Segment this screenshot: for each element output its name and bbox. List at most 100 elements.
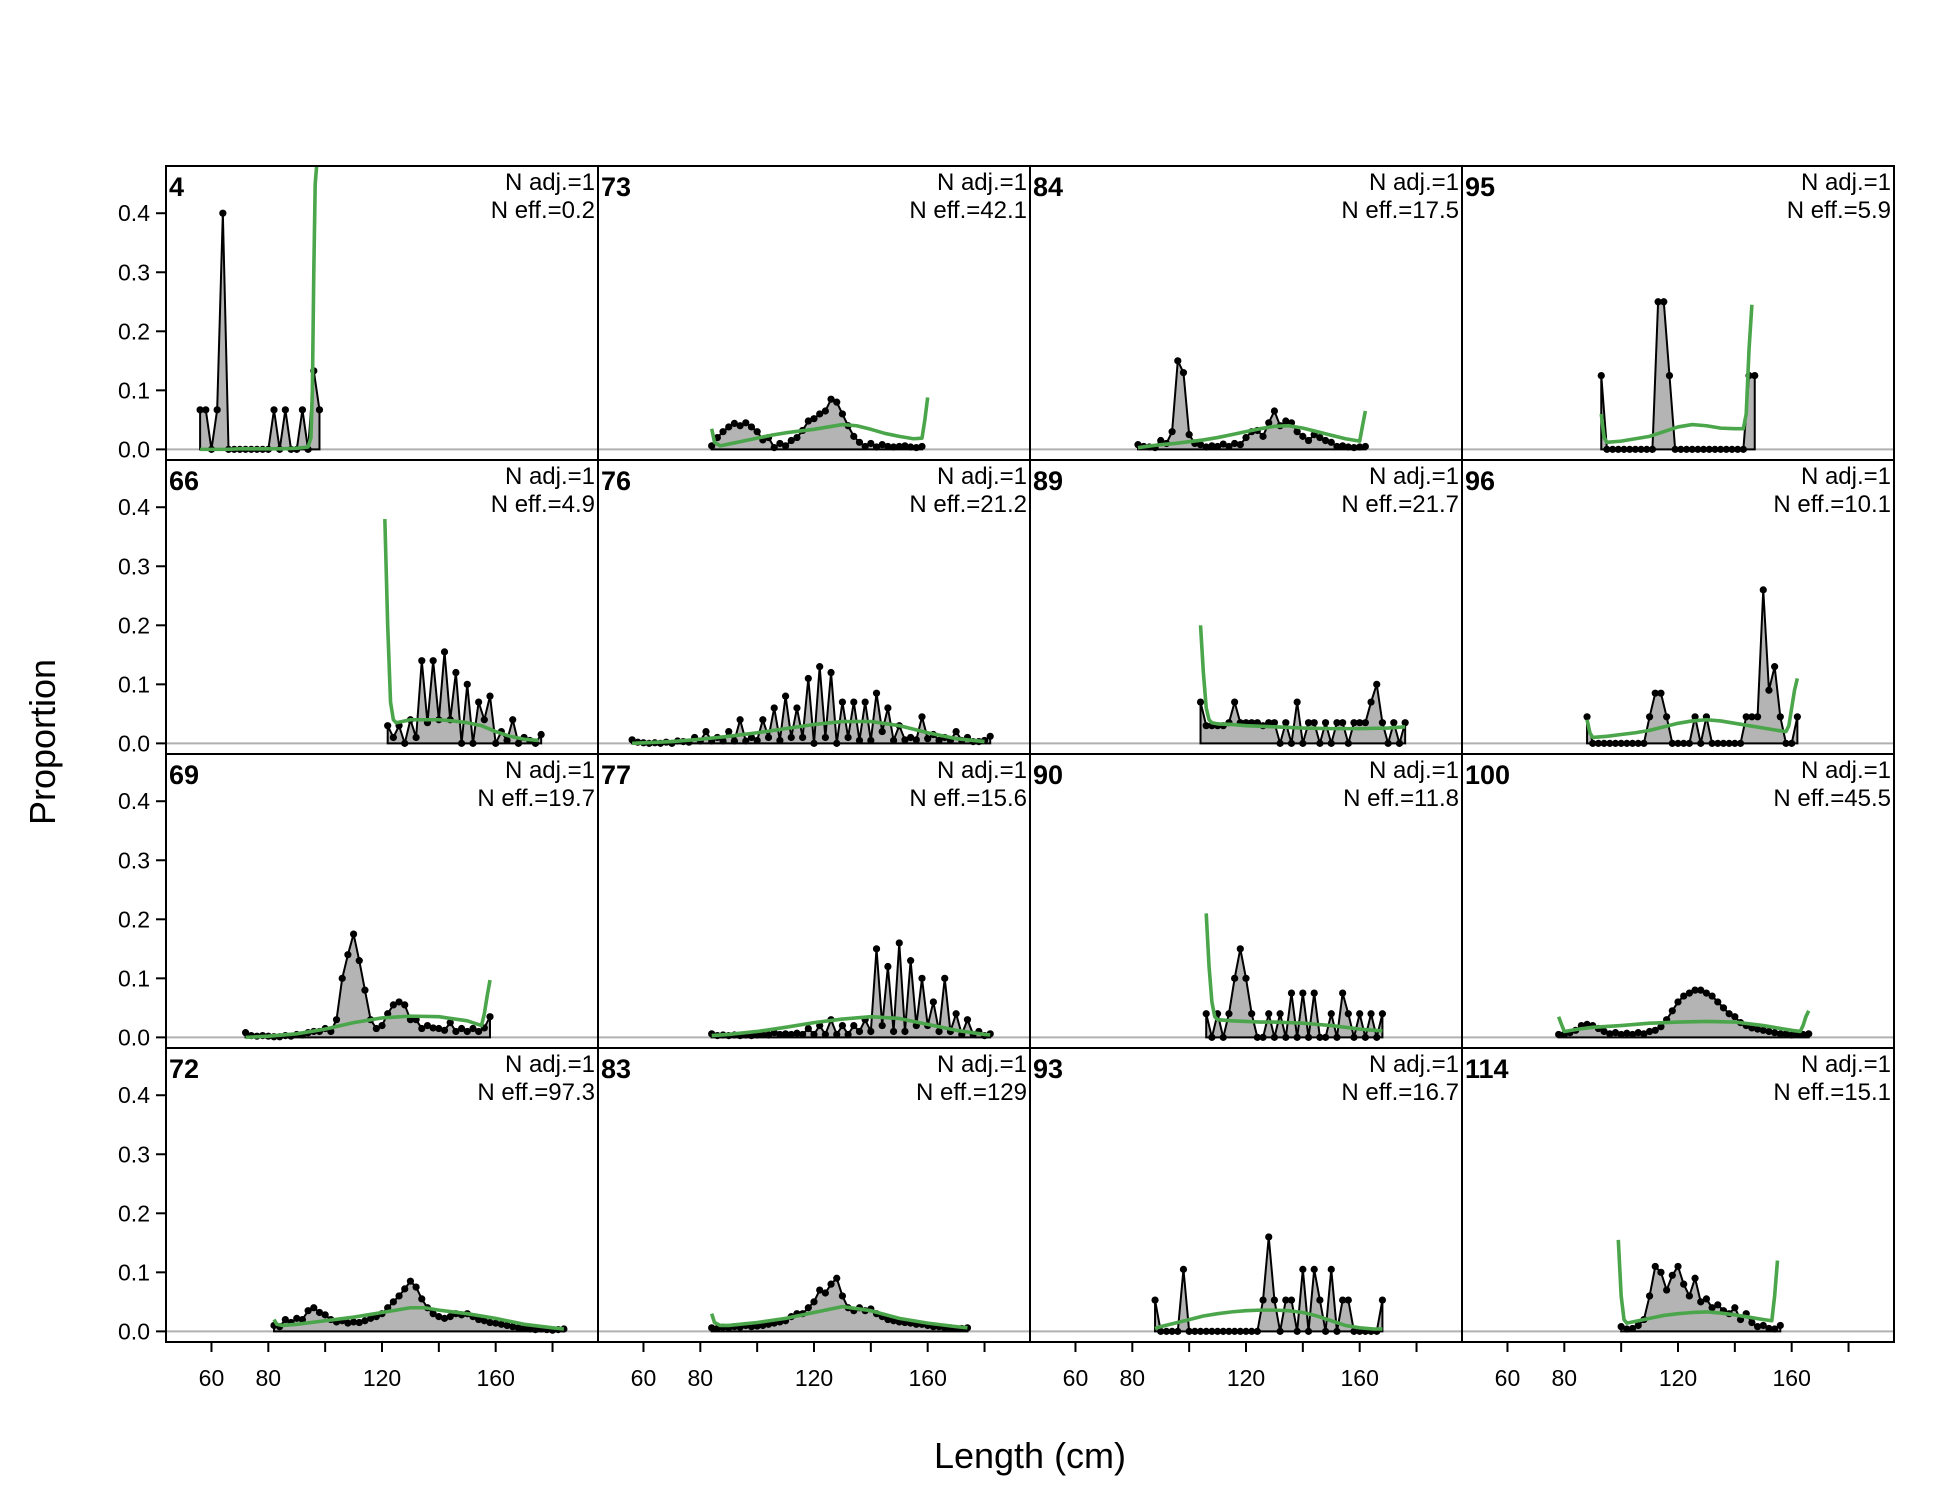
- observed-point: [1776, 713, 1784, 721]
- observed-point: [781, 442, 790, 450]
- observed-point: [1219, 1327, 1227, 1335]
- observed-point: [1219, 1033, 1227, 1041]
- observed-point: [1654, 298, 1662, 306]
- observed-point: [219, 209, 227, 217]
- observed-point: [1728, 445, 1736, 453]
- observed-point: [1344, 1296, 1352, 1304]
- observed-point: [1637, 445, 1645, 453]
- observed-point: [1356, 443, 1364, 451]
- observed-point: [1299, 1265, 1307, 1273]
- observed-point: [1742, 713, 1750, 721]
- observed-point: [1708, 739, 1716, 747]
- observed-point: [878, 1021, 886, 1030]
- observed-point: [435, 1024, 443, 1033]
- observed-point: [872, 689, 881, 697]
- observed-point: [509, 1323, 517, 1331]
- panel-plot-area: [1030, 913, 1462, 1041]
- observed-point: [1645, 1292, 1654, 1300]
- panel-89: 89 N adj.=1N eff.=21.7: [1029, 459, 1463, 755]
- observed-point: [867, 736, 875, 745]
- observed-point: [355, 957, 363, 965]
- x-tick-label: 60: [199, 1365, 225, 1391]
- observed-point: [759, 716, 767, 724]
- observed-point: [747, 733, 756, 742]
- observed-point: [1356, 719, 1364, 727]
- observed-point: [435, 1313, 443, 1321]
- observed-point: [1344, 443, 1352, 451]
- observed-point: [1202, 1010, 1210, 1018]
- observed-point: [401, 1285, 409, 1293]
- observed-point: [730, 419, 739, 427]
- observed-point: [1788, 739, 1796, 747]
- observed-point: [1225, 442, 1233, 451]
- observed-point: [241, 1029, 250, 1037]
- observed-point: [344, 951, 352, 959]
- n-adj-label: N adj.=1: [1801, 169, 1891, 196]
- observed-point: [1151, 1296, 1159, 1304]
- observed-point: [361, 986, 369, 994]
- panel-label: 73: [601, 172, 631, 202]
- observed-point: [1736, 739, 1745, 747]
- observed-point: [1242, 974, 1250, 982]
- y-tick-label: 0.2: [118, 318, 150, 344]
- observed-point: [1665, 371, 1674, 380]
- observed-point: [446, 1313, 454, 1321]
- observed-point: [1739, 445, 1747, 453]
- n-adj-label: N adj.=1: [937, 757, 1027, 784]
- observed-point: [1731, 1013, 1739, 1021]
- panel-label: 4: [169, 172, 184, 202]
- observed-point: [730, 737, 739, 745]
- observed-point: [1753, 1025, 1762, 1033]
- observed-point: [281, 1315, 289, 1324]
- observed-point: [1299, 739, 1307, 747]
- observed-point: [486, 1318, 494, 1327]
- observed-point: [878, 441, 886, 449]
- observed-point: [1685, 989, 1693, 997]
- observed-point: [1174, 1327, 1182, 1335]
- observed-point: [1304, 436, 1313, 445]
- observed-area: [1154, 1236, 1384, 1333]
- observed-point: [1339, 719, 1347, 727]
- observed-point: [344, 1319, 352, 1327]
- observed-point: [1691, 1274, 1699, 1282]
- observed-point: [1674, 998, 1682, 1006]
- observed-point: [1617, 1030, 1625, 1039]
- observed-point: [810, 1030, 818, 1039]
- observed-point: [1697, 739, 1705, 747]
- observed-point: [509, 716, 517, 724]
- observed-point: [1276, 1327, 1284, 1335]
- x-tick-label: 80: [256, 1365, 282, 1391]
- observed-point: [1202, 1327, 1210, 1335]
- observed-point: [270, 406, 278, 414]
- observed-point: [1299, 989, 1307, 997]
- observed-point: [1378, 1296, 1387, 1304]
- n-eff-label: N eff.=0.2: [491, 197, 595, 224]
- observed-point: [349, 1318, 358, 1326]
- observed-point: [1208, 442, 1216, 450]
- observed-point: [332, 1016, 341, 1024]
- observed-point: [827, 668, 835, 677]
- panel-plot-area: [1030, 625, 1462, 748]
- observed-point: [1270, 719, 1279, 727]
- observed-point: [929, 998, 937, 1006]
- observed-point: [804, 1304, 812, 1312]
- observed-point: [1196, 1327, 1205, 1335]
- panel-label: 114: [1465, 1054, 1509, 1084]
- y-tick-label: 0.3: [118, 847, 150, 873]
- observed-point: [418, 1295, 426, 1303]
- observed-point: [1350, 719, 1358, 727]
- observed-point: [776, 1030, 784, 1039]
- observed-point: [861, 698, 869, 706]
- observed-point: [1714, 739, 1722, 747]
- x-tick-label: 60: [1495, 1365, 1521, 1391]
- observed-point: [457, 1024, 466, 1033]
- panel-label: 96: [1465, 466, 1495, 496]
- n-eff-label: N eff.=19.7: [477, 785, 595, 812]
- observed-point: [1327, 1265, 1335, 1273]
- observed-point: [838, 410, 847, 418]
- observed-point: [1640, 739, 1648, 747]
- observed-point: [781, 692, 790, 700]
- observed-point: [1708, 992, 1716, 1000]
- panel-label: 83: [601, 1054, 631, 1084]
- panel-96: 96 N adj.=1N eff.=10.1: [1461, 459, 1895, 755]
